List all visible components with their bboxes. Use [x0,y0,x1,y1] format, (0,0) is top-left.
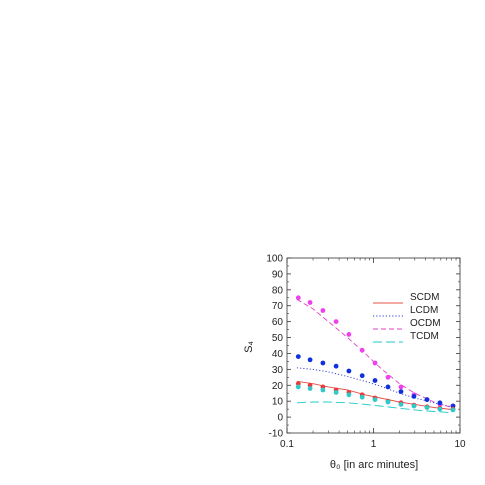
x-tick-label: 10 [454,439,466,450]
data-point [372,360,378,366]
legend-label-scdm: SCDM [410,292,439,303]
legend-label-ocdm: OCDM [410,318,441,329]
data-point [320,308,326,313]
y-tick-label: 40 [272,349,284,360]
x-axis-label: θ₀ [in arc minutes] [330,459,418,471]
data-point [437,400,443,406]
legend: SCDM LCDM OCDM TCDM [373,292,441,343]
data-point [333,319,339,324]
data-point [424,405,430,410]
data-point [320,360,326,366]
series-line-scdm [296,380,452,410]
y-tick-label: 90 [272,269,284,280]
series-line-ocdm [296,299,452,408]
y-tick-label: 80 [272,285,284,296]
y-tick-label: 30 [272,365,284,376]
data-point [295,295,301,301]
data-point [424,397,430,402]
data-point [398,384,404,390]
data-point [411,394,417,399]
y-axis-label: S₄ [243,341,255,353]
y-tick-label: 10 [272,397,284,408]
data-point [359,394,365,400]
legend-label-lcdm: LCDM [410,305,438,316]
data-point [398,402,404,407]
data-point [385,399,391,405]
simulation-points [295,295,456,413]
y-tick-label: 100 [266,254,283,265]
data-point [398,389,404,394]
y-tick-label: 20 [272,381,284,392]
data-point [450,407,456,413]
data-point [320,387,326,393]
data-point [372,397,378,402]
y-tick-label: 0 [277,413,283,424]
data-point [295,354,301,359]
y-axis-ticks: -10 0 10 20 30 40 50 60 70 80 90 100 [266,254,460,440]
data-point [359,347,365,353]
y-tick-label: -10 [269,429,284,440]
data-point [346,368,352,374]
data-point [307,300,313,305]
x-axis-ticks: 0.1 1 10 [280,258,466,450]
data-point [372,378,378,383]
y-tick-label: 60 [272,317,284,328]
legend-label-tcdm: TCDM [410,331,439,342]
series-line-lcdm [296,367,452,408]
data-point [346,392,352,398]
data-point [346,332,352,337]
data-point [359,373,365,379]
data-point [307,357,313,363]
y-tick-label: 70 [272,301,284,312]
data-point [295,384,301,390]
data-point [437,406,443,412]
data-point [385,374,391,380]
data-point [385,384,391,390]
x-tick-label: 0.1 [280,439,294,450]
data-point [411,403,417,409]
data-point [307,386,313,391]
y-tick-label: 50 [272,333,284,344]
data-point [333,363,339,369]
plot-frame [286,257,461,434]
data-point [333,390,339,395]
x-tick-label: 1 [371,439,377,450]
model-lines [296,299,452,414]
